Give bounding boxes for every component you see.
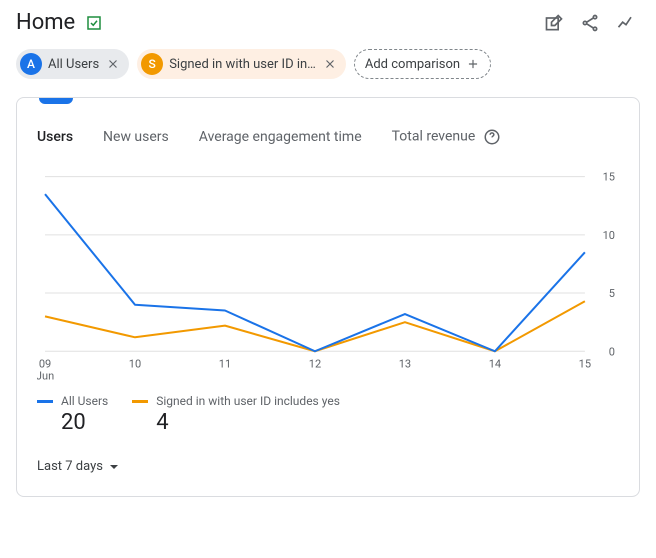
line-chart: 05101509101112131415Jun xyxy=(37,166,619,386)
svg-text:10: 10 xyxy=(129,357,141,370)
chip-label-a: All Users xyxy=(48,57,99,72)
legend-swatch-a xyxy=(37,400,53,403)
chip-a-close-icon[interactable] xyxy=(105,56,121,72)
svg-text:13: 13 xyxy=(399,357,411,370)
svg-text:11: 11 xyxy=(219,357,231,370)
legend-label-b: Signed in with user ID includes yes xyxy=(156,394,340,408)
svg-text:15: 15 xyxy=(579,357,591,370)
segment-chip-signed-in[interactable]: S Signed in with user ID in… xyxy=(137,49,346,79)
svg-text:14: 14 xyxy=(489,357,501,370)
add-comparison-label: Add comparison xyxy=(365,57,460,72)
page-title: Home xyxy=(16,10,75,35)
svg-text:10: 10 xyxy=(603,229,615,242)
legend-value-a: 20 xyxy=(61,410,108,435)
chip-b-close-icon[interactable] xyxy=(322,56,338,72)
svg-text:5: 5 xyxy=(609,287,615,300)
date-range-label: Last 7 days xyxy=(37,459,103,474)
svg-text:15: 15 xyxy=(603,171,615,184)
chip-badge-b: S xyxy=(141,53,163,75)
legend-item-a: All Users 20 xyxy=(37,394,108,435)
insights-icon[interactable] xyxy=(616,13,636,33)
svg-text:Jun: Jun xyxy=(37,369,54,382)
date-range-selector[interactable]: Last 7 days xyxy=(29,453,127,480)
tab-total-revenue[interactable]: Total revenue xyxy=(392,129,476,145)
segment-chip-all-users[interactable]: A All Users xyxy=(16,49,129,79)
svg-text:12: 12 xyxy=(309,357,321,370)
legend-label-a: All Users xyxy=(61,394,108,408)
legend-item-b: Signed in with user ID includes yes 4 xyxy=(132,394,340,435)
chevron-down-icon xyxy=(109,462,119,472)
legend-swatch-b xyxy=(132,400,148,403)
overview-card: Users New users Average engagement time … xyxy=(16,97,640,497)
tab-users[interactable]: Users xyxy=(37,129,73,145)
verified-icon xyxy=(85,14,103,32)
svg-text:0: 0 xyxy=(609,345,615,358)
tab-new-users[interactable]: New users xyxy=(103,129,169,145)
chip-badge-a: A xyxy=(20,53,42,75)
legend-value-b: 4 xyxy=(156,410,340,435)
chip-label-b: Signed in with user ID in… xyxy=(169,57,316,72)
help-icon[interactable] xyxy=(483,128,501,146)
customize-icon[interactable] xyxy=(544,13,564,33)
add-comparison-button[interactable]: Add comparison xyxy=(354,49,491,79)
share-icon[interactable] xyxy=(580,13,600,33)
tab-avg-engagement[interactable]: Average engagement time xyxy=(199,129,362,145)
